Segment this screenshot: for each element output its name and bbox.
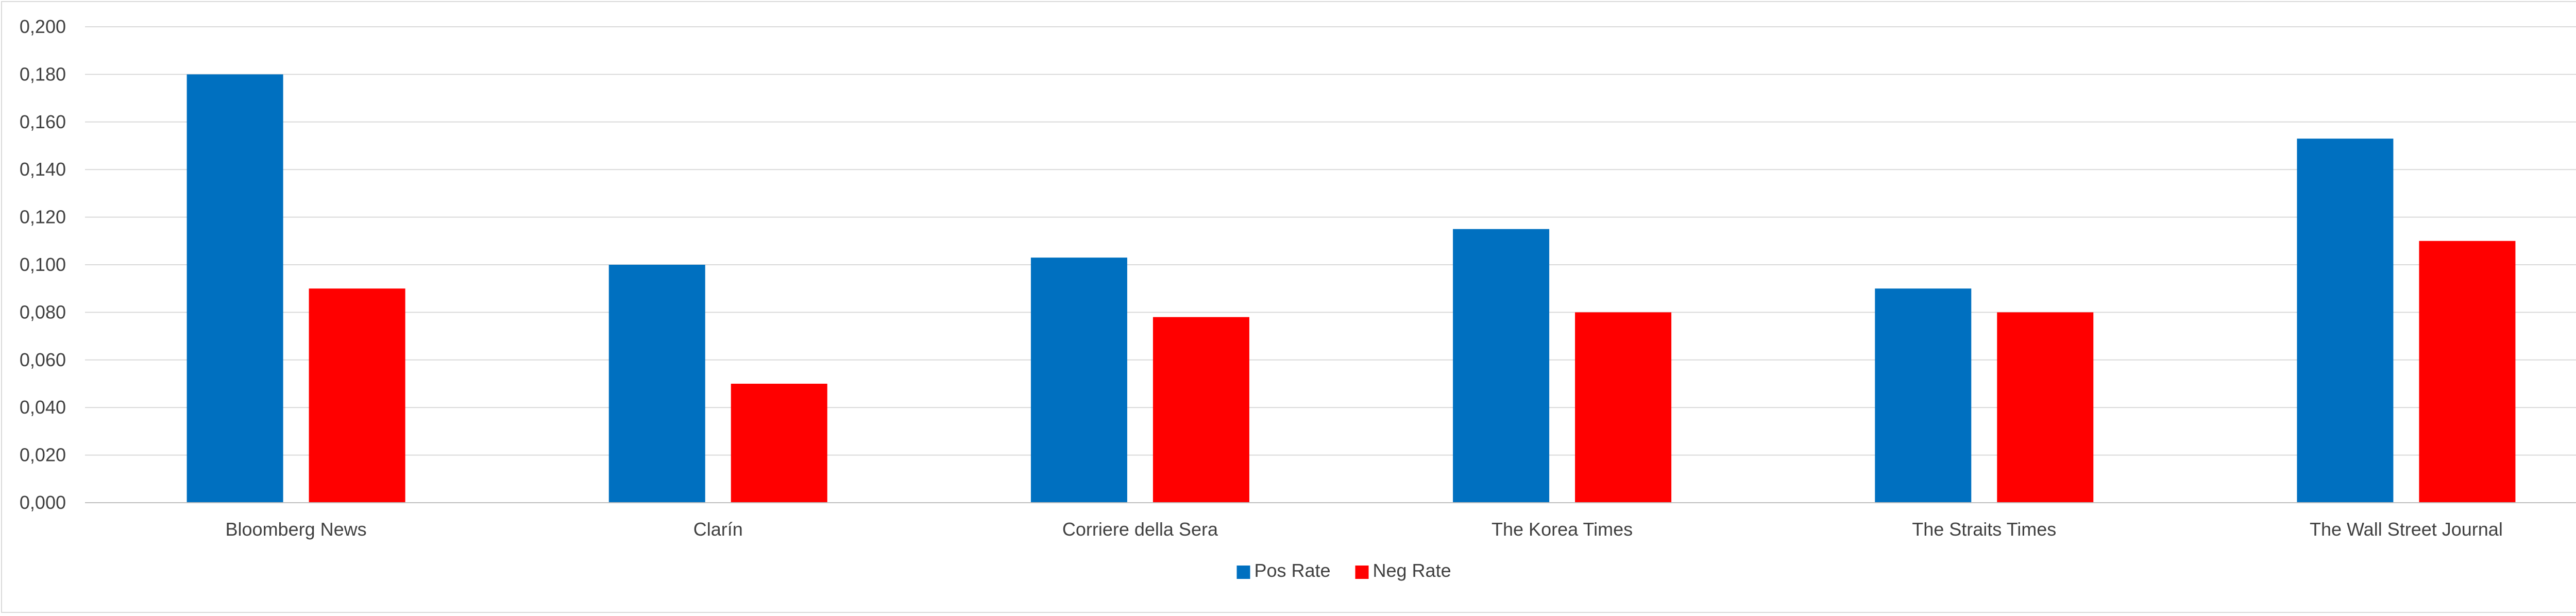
x-axis-category-labels: Bloomberg News Clarín Corriere della Sera T… [226, 519, 2503, 540]
bar-pos-rate[interactable] [1453, 229, 1550, 503]
bar-neg-rate[interactable] [309, 288, 405, 503]
bar-pos-rate[interactable] [1030, 258, 1127, 503]
legend-label[interactable]: Neg Rate [1373, 560, 1451, 581]
bar-neg-rate[interactable] [1153, 317, 1249, 503]
y-axis-tick-labels: 0,000 0,020 0,040 0,060 0,080 0,100 0,120 0,140… [20, 16, 66, 513]
bar-pos-rate[interactable] [2297, 139, 2394, 503]
y-tick-label: 0,060 [20, 349, 66, 370]
x-category-label: The Straits Times [1912, 519, 2056, 540]
y-tick-label: 0,000 [20, 492, 66, 513]
legend-swatch[interactable] [1355, 566, 1369, 579]
y-tick-label: 0,160 [20, 111, 66, 132]
x-category-label: The Korea Times [1492, 519, 1633, 540]
y-tick-label: 0,080 [20, 301, 66, 322]
y-tick-label: 0,020 [20, 444, 66, 466]
gridlines [85, 26, 2576, 456]
bars [187, 74, 2516, 503]
bar-neg-rate[interactable] [1997, 312, 2094, 503]
y-tick-label: 0,040 [20, 397, 66, 418]
bar-neg-rate[interactable] [2419, 241, 2516, 503]
bar-pos-rate[interactable] [187, 74, 283, 503]
bar-neg-rate[interactable] [731, 384, 827, 503]
bar-neg-rate[interactable] [1575, 312, 1672, 503]
y-tick-label: 0,180 [20, 63, 66, 84]
x-category-label: The Wall Street Journal [2310, 519, 2503, 540]
y-tick-label: 0,120 [20, 207, 66, 228]
y-tick-label: 0,200 [20, 16, 66, 37]
x-category-label: Corriere della Sera [1062, 519, 1218, 540]
legend[interactable]: Pos Rate Neg Rate [1236, 560, 1451, 581]
x-category-label: Clarín [693, 519, 743, 540]
bar-pos-rate[interactable] [1875, 288, 1972, 503]
legend-label[interactable]: Pos Rate [1255, 560, 1331, 581]
bar-pos-rate[interactable] [608, 265, 705, 503]
legend-swatch[interactable] [1236, 566, 1250, 579]
x-category-label: Bloomberg News [226, 519, 367, 540]
y-tick-label: 0,140 [20, 159, 66, 180]
y-tick-label: 0,100 [20, 254, 66, 275]
